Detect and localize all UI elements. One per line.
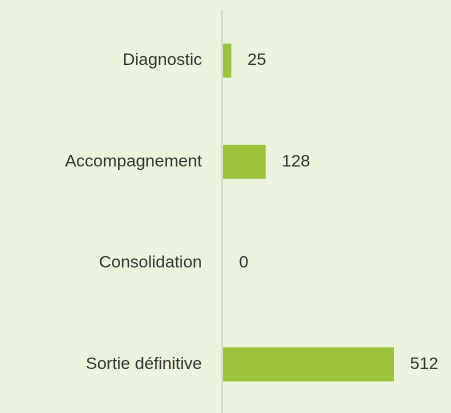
bar <box>223 144 266 179</box>
value-label: 128 <box>282 151 310 170</box>
category-label: Accompagnement <box>65 151 202 170</box>
category-label: Diagnostic <box>123 50 203 69</box>
value-label: 0 <box>239 253 248 272</box>
value-label: 25 <box>247 50 266 69</box>
category-label: Sortie définitive <box>86 354 202 373</box>
category-label: Consolidation <box>99 253 202 272</box>
bar <box>223 347 394 382</box>
value-label: 512 <box>410 354 438 373</box>
bar <box>223 43 232 78</box>
